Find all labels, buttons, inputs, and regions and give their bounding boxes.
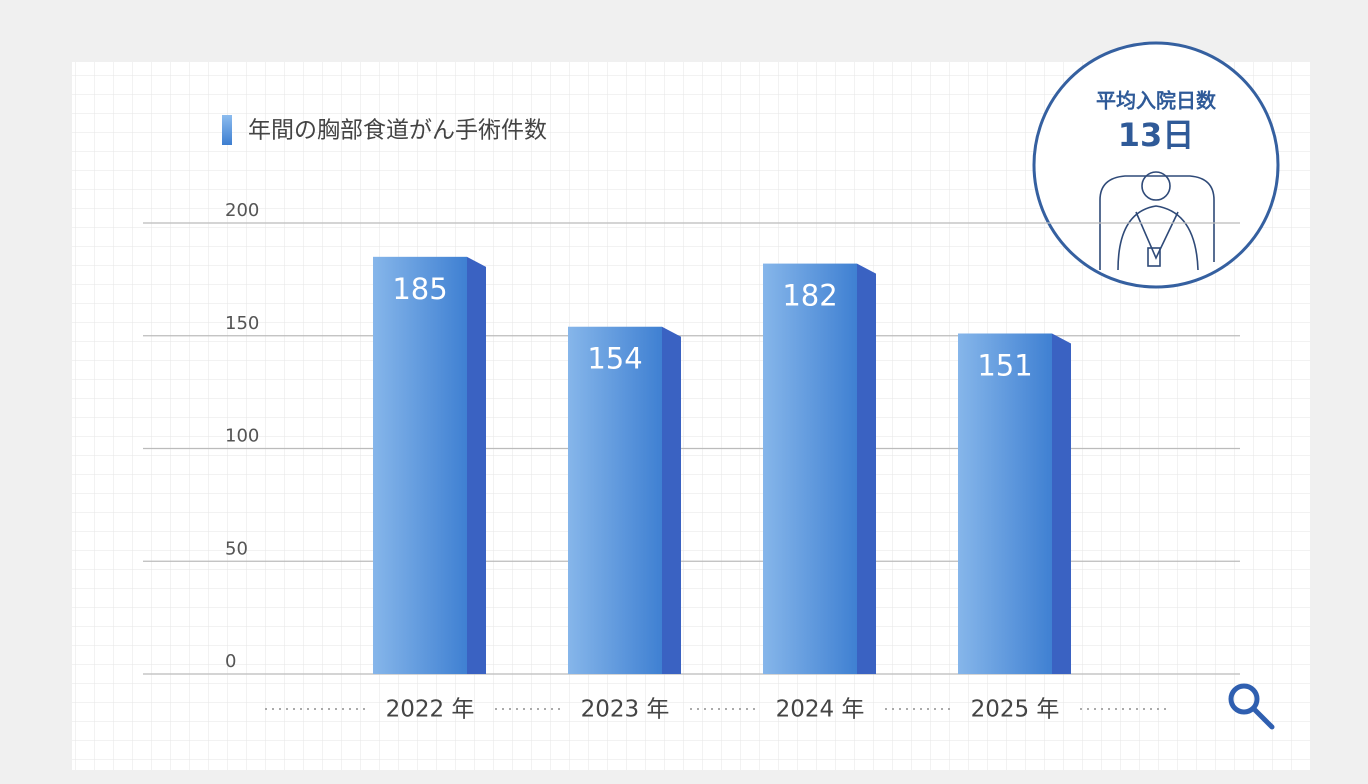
y-tick-label: 0 xyxy=(225,651,236,672)
bar xyxy=(763,263,857,674)
value-label: 182 xyxy=(782,279,837,313)
bar xyxy=(958,333,1052,674)
bar-side xyxy=(467,256,486,674)
y-tick-label: 100 xyxy=(225,426,259,447)
y-tick-label: 50 xyxy=(225,538,248,559)
value-label: 151 xyxy=(977,348,1032,382)
x-tick-label: 2022 年 xyxy=(386,697,475,723)
bar-side xyxy=(1052,333,1071,674)
badge-value: 13日 xyxy=(1118,116,1195,154)
patient-icon xyxy=(1099,171,1215,271)
badge-label: 平均入院日数 xyxy=(1096,89,1217,113)
title-marker xyxy=(222,115,232,145)
y-tick-label: 150 xyxy=(225,313,259,334)
value-label: 185 xyxy=(392,272,447,306)
bar xyxy=(568,326,662,674)
bar-side xyxy=(662,326,681,674)
y-tick-label: 200 xyxy=(225,200,259,221)
x-tick-label: 2024 年 xyxy=(776,697,865,723)
value-label: 154 xyxy=(587,342,642,376)
chart-title: 年間の胸部食道がん手術件数 xyxy=(248,118,547,144)
x-tick-label: 2023 年 xyxy=(581,697,670,723)
bar-side xyxy=(857,263,876,674)
bar xyxy=(373,256,467,674)
x-tick-label: 2025 年 xyxy=(971,697,1060,723)
badge: 平均入院日数 13日 xyxy=(1032,41,1280,289)
search-icon[interactable] xyxy=(1228,683,1275,730)
